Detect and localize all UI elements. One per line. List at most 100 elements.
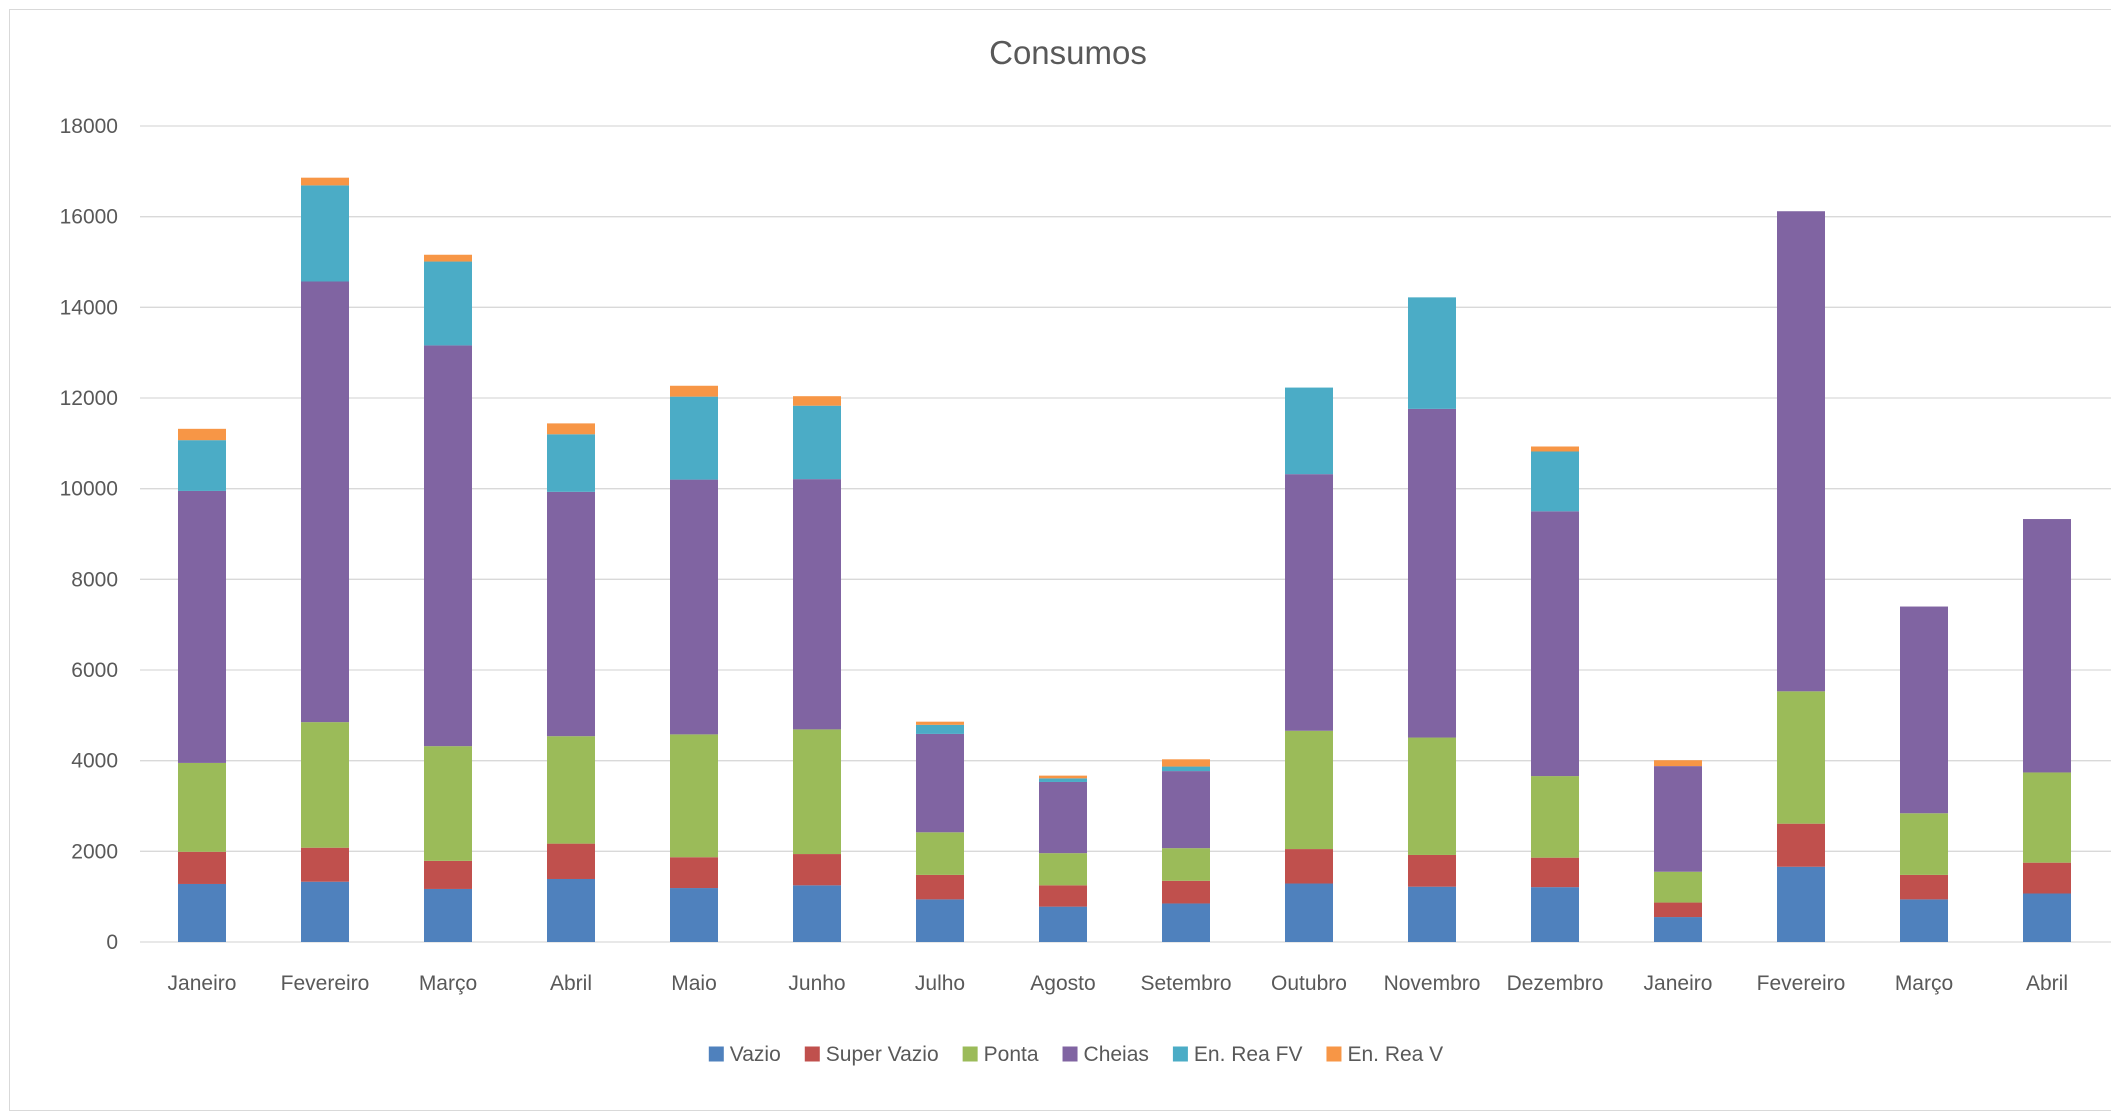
x-tick-label: Fevereiro (1757, 972, 1846, 995)
bar-segment-vazio (793, 885, 841, 942)
bar-segment-super-vazio (1162, 880, 1210, 904)
y-tick-label: 2000 (71, 840, 118, 863)
bar-segment-en-rea-fv (178, 440, 226, 491)
x-tick-label: Setembro (1140, 972, 1231, 995)
bar-segment-en-rea-fv (793, 405, 841, 480)
bar-segment-super-vazio (301, 847, 349, 882)
bar-segment-cheias (547, 491, 595, 737)
y-tick-label: 12000 (60, 387, 118, 410)
bar-segment-super-vazio (424, 860, 472, 889)
bar-segment-vazio (301, 881, 349, 942)
y-tick-label: 14000 (60, 296, 118, 319)
bar-segment-vazio (1777, 866, 1825, 942)
bars (178, 177, 2071, 942)
y-axis-ticks: 0 2000 4000 6000 8000 10000 12000 14000 16000 180… (60, 115, 118, 954)
bar-segment-ponta (1285, 730, 1333, 850)
bar-segment-en-rea-fv (1285, 387, 1333, 475)
bar-segment-ponta (916, 832, 964, 875)
bar-segment-ponta (301, 722, 349, 848)
bar-segment-cheias (1777, 211, 1825, 692)
bar-segment-super-vazio (793, 854, 841, 886)
legend-swatch (1326, 1046, 1342, 1062)
bar-segment-vazio (1162, 903, 1210, 942)
x-tick-label: Novembro (1384, 972, 1481, 995)
chart-title: Consumos (989, 34, 1147, 71)
legend-swatch (1062, 1046, 1078, 1062)
bar-segment-ponta (793, 729, 841, 855)
chart-area: Consumos 0 2000 4000 6000 8000 10000 12000 1400… (9, 9, 2111, 1111)
x-tick-label: Junho (788, 972, 845, 995)
gridlines (140, 125, 2111, 943)
y-tick-label: 18000 (60, 115, 118, 138)
legend-swatch (962, 1046, 978, 1062)
legend-swatch (1172, 1046, 1188, 1062)
bar-segment-ponta (670, 734, 718, 858)
stacked-bar-chart: Consumos 0 2000 4000 6000 8000 10000 12000 1400… (60, 34, 2111, 1066)
bar-segment-en-rea-v (1654, 760, 1702, 767)
bar-segment-vazio (2023, 893, 2071, 942)
bar-segment-en-rea-v (301, 177, 349, 186)
y-tick-label: 6000 (71, 659, 118, 682)
bar-segment-cheias (2023, 519, 2071, 773)
x-tick-label: Maio (671, 972, 717, 995)
bar-segment-en-rea-fv (1039, 778, 1087, 782)
legend-label: Cheias (1084, 1043, 1149, 1066)
bar-segment-cheias (1900, 606, 1948, 814)
bar-segment-ponta (1900, 813, 1948, 875)
bar-segment-cheias (1285, 474, 1333, 731)
bar-segment-super-vazio (670, 857, 718, 889)
x-axis-ticks: Janeiro Fevereiro Março Abril Maio Junho Julho… (168, 972, 2068, 995)
legend-item: Cheias (1062, 1043, 1149, 1066)
x-tick-label: Abril (2026, 972, 2068, 995)
bar-segment-en-rea-v (1531, 446, 1579, 452)
bar-segment-super-vazio (1408, 854, 1456, 887)
bar-segment-vazio (1531, 887, 1579, 942)
legend-label: En. Rea FV (1194, 1043, 1303, 1066)
bar-segment-super-vazio (1285, 849, 1333, 884)
bar-segment-en-rea-fv (424, 261, 472, 346)
bar-segment-ponta (1162, 848, 1210, 881)
x-tick-label: Janeiro (168, 972, 237, 995)
y-tick-label: 8000 (71, 568, 118, 591)
bar-segment-cheias (793, 479, 841, 730)
bar-segment-en-rea-fv (1408, 297, 1456, 409)
bar-segment-en-rea-v (424, 254, 472, 262)
legend-label: Vazio (730, 1043, 781, 1066)
legend-label: Ponta (984, 1043, 1039, 1066)
x-tick-label: Dezembro (1507, 972, 1604, 995)
bar-segment-ponta (2023, 772, 2071, 863)
x-tick-label: Janeiro (1644, 972, 1713, 995)
x-tick-label: Julho (915, 972, 965, 995)
bar-segment-super-vazio (1654, 902, 1702, 918)
bar-segment-ponta (1408, 737, 1456, 855)
bar-segment-vazio (547, 878, 595, 942)
bar-segment-en-rea-fv (1162, 766, 1210, 772)
legend: Vazio Super Vazio Ponta Cheias En. Rea FV En.… (708, 1043, 1443, 1066)
bar-segment-ponta (1654, 871, 1702, 903)
bar-segment-vazio (1408, 886, 1456, 942)
bar-segment-vazio (1654, 917, 1702, 942)
bar-segment-cheias (1531, 511, 1579, 777)
bar-segment-super-vazio (916, 874, 964, 900)
y-tick-label: 10000 (60, 478, 118, 501)
x-tick-label: Fevereiro (281, 972, 370, 995)
bar-segment-ponta (547, 736, 595, 844)
bar-segment-vazio (670, 888, 718, 942)
bar-segment-super-vazio (1039, 885, 1087, 907)
bar-segment-cheias (670, 479, 718, 735)
bar-segment-en-rea-v (1039, 775, 1087, 779)
bar-segment-en-rea-fv (301, 185, 349, 282)
y-tick-label: 0 (106, 931, 118, 954)
bar-segment-super-vazio (2023, 862, 2071, 894)
bar-segment-en-rea-v (547, 423, 595, 435)
legend-item: En. Rea FV (1172, 1043, 1303, 1066)
bar-segment-en-rea-fv (670, 396, 718, 480)
bar-segment-en-rea-fv (547, 434, 595, 492)
bar-segment-cheias (1654, 766, 1702, 872)
bar-segment-super-vazio (1900, 874, 1948, 900)
bar-segment-vazio (1039, 906, 1087, 942)
bar-segment-vazio (424, 888, 472, 942)
bar-segment-en-rea-v (1162, 759, 1210, 767)
bar-segment-cheias (916, 733, 964, 833)
y-tick-label: 4000 (71, 750, 118, 773)
